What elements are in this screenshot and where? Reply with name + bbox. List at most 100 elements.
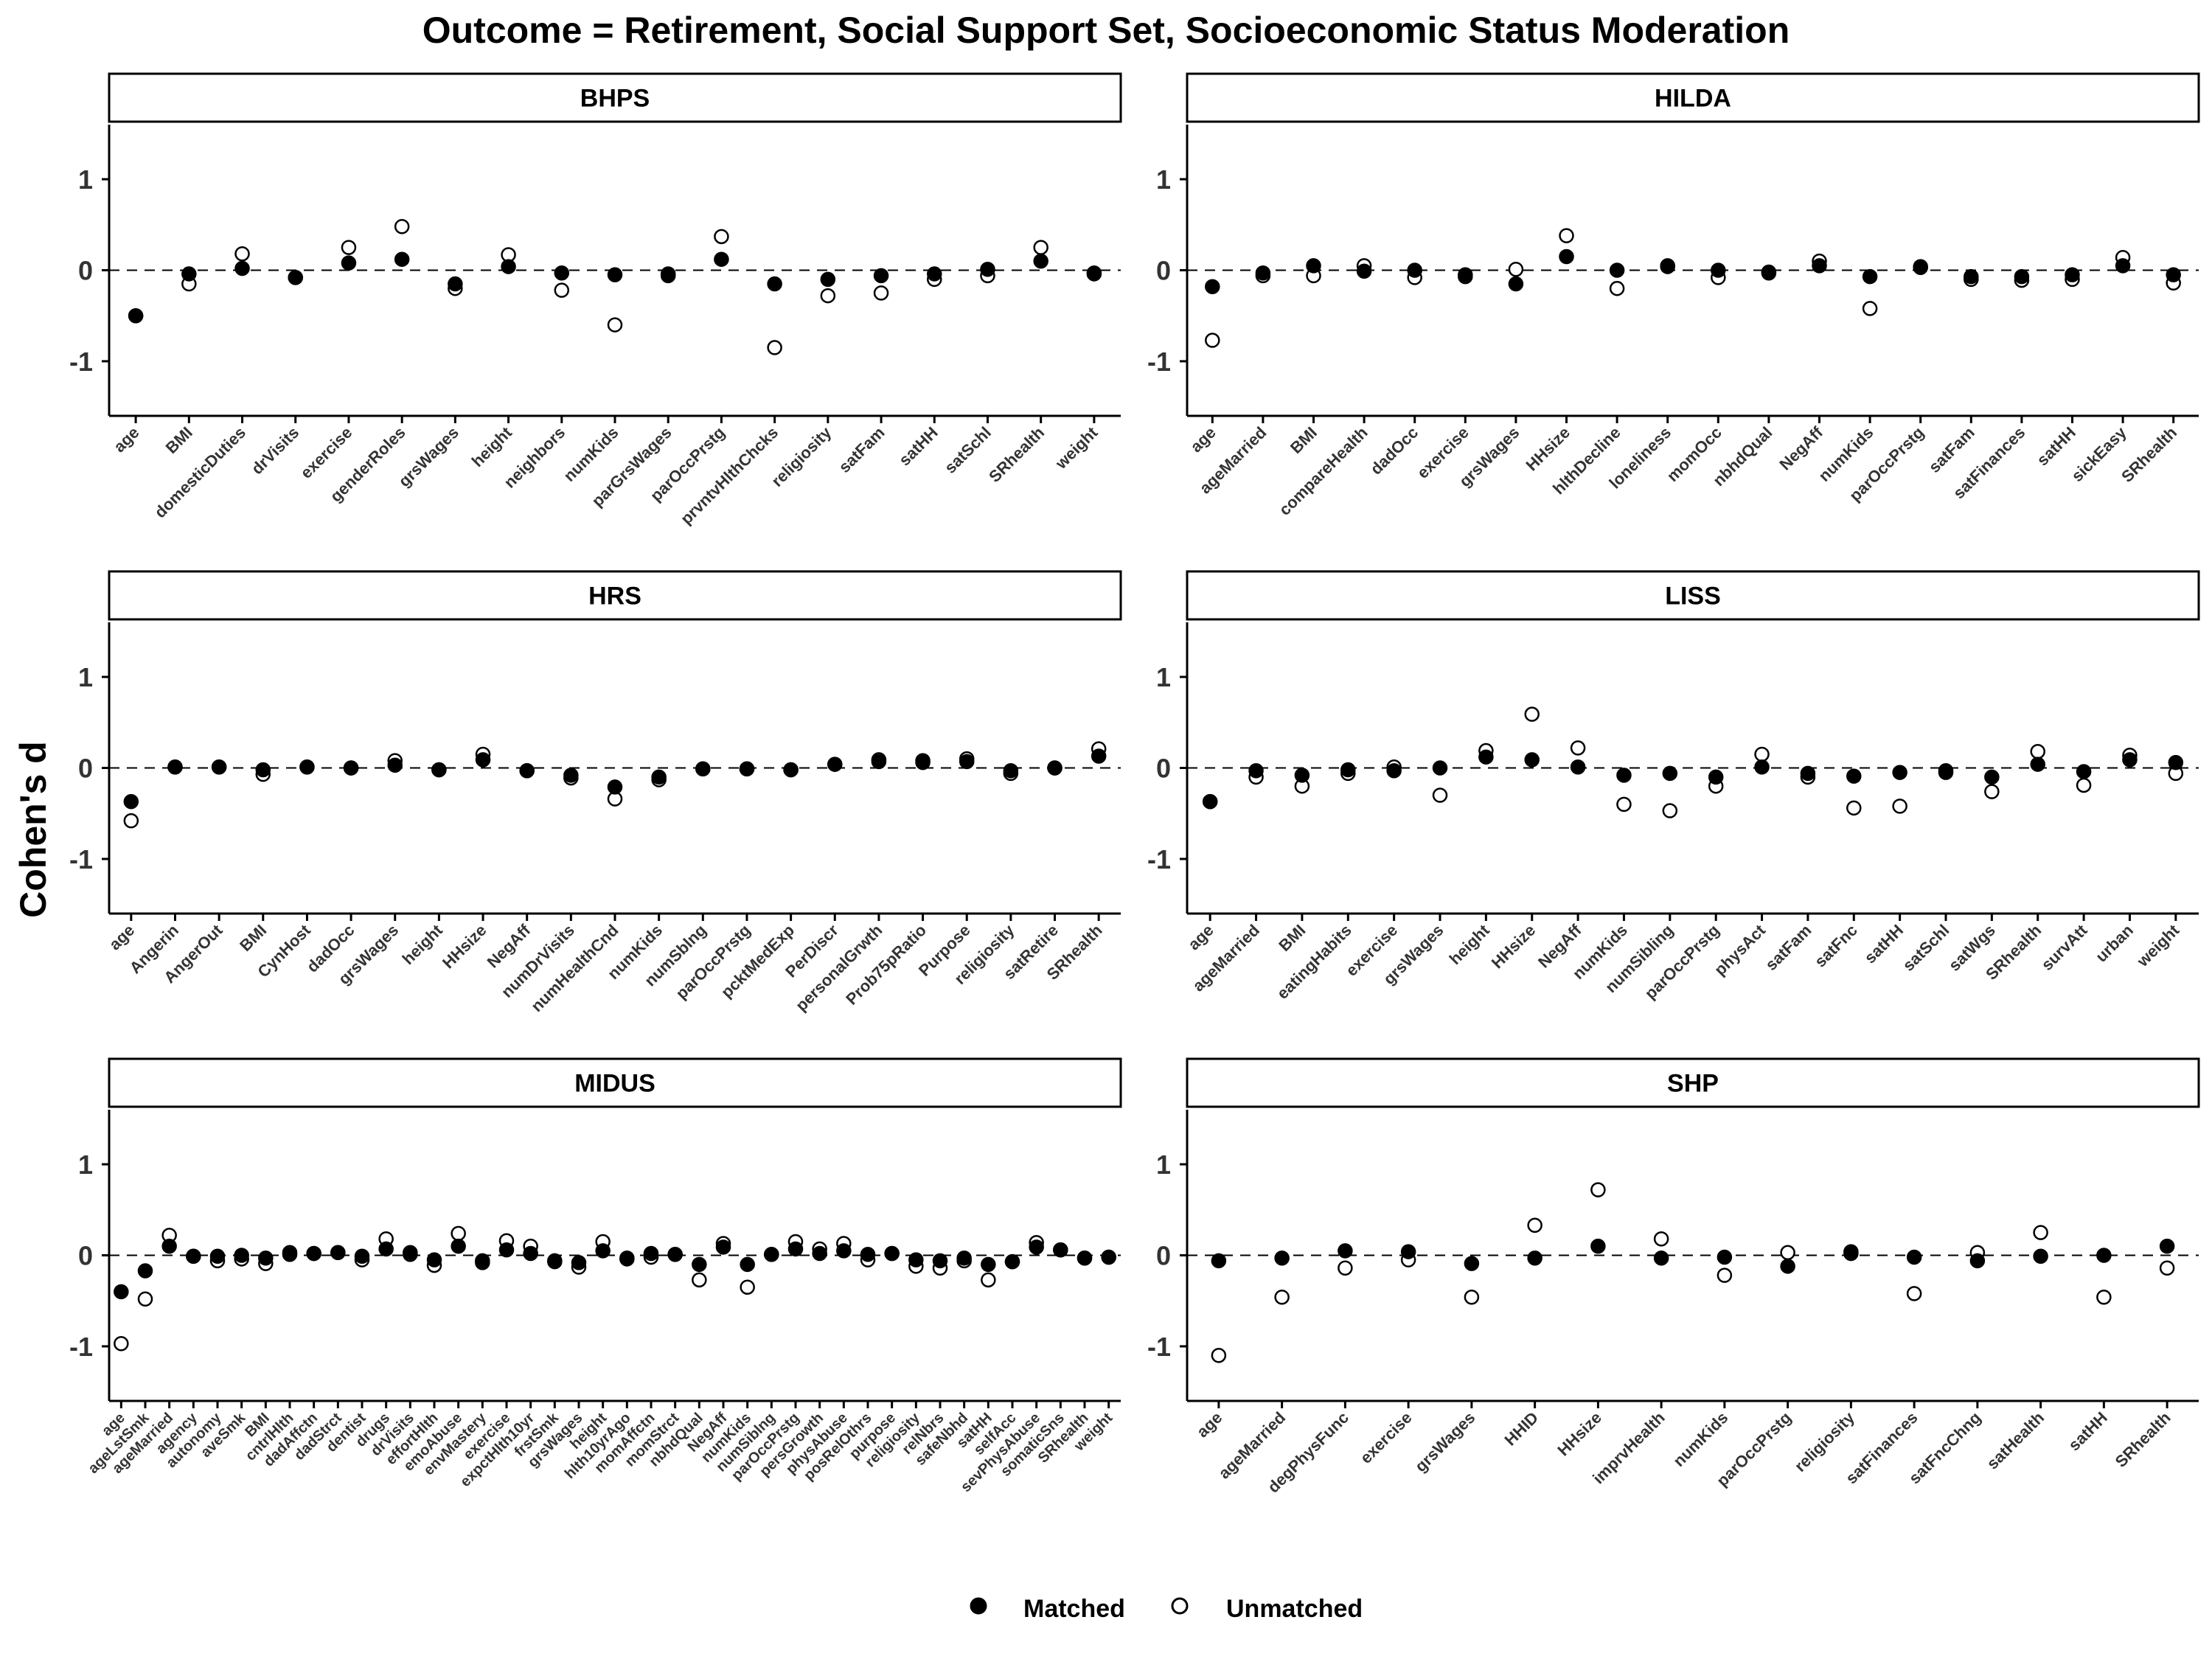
point-matched <box>1255 265 1271 281</box>
x-tick-label: religiosity <box>1791 1408 1859 1475</box>
point-matched <box>1338 1243 1353 1259</box>
point-matched <box>1029 1239 1044 1255</box>
point-matched <box>234 1248 249 1263</box>
point-unmatched <box>767 340 782 355</box>
panel-title: SHP <box>1667 1070 1719 1098</box>
panel-midus: MIDUS10-1ageageLstSmkageMarriedagencyaut… <box>69 1057 1122 1495</box>
point-unmatched <box>451 1225 466 1242</box>
x-tick-label: NegAff <box>1775 422 1826 473</box>
point-matched <box>959 754 975 770</box>
point-matched <box>932 1253 948 1269</box>
point-matched <box>1004 1253 1020 1270</box>
point-unmatched <box>1570 740 1586 756</box>
x-tick-label: grsWages <box>1411 1408 1478 1475</box>
y-tick-label: 1 <box>78 1150 93 1180</box>
x-tick-label: urban <box>2092 921 2137 966</box>
point-matched <box>1508 276 1524 292</box>
point-matched <box>812 1245 827 1262</box>
y-tick-label: 1 <box>78 164 93 195</box>
y-tick-label: -1 <box>69 347 93 377</box>
panel-title: LISS <box>1665 582 1721 611</box>
point-matched <box>2096 1248 2112 1263</box>
x-tick-label: domesticDuties <box>151 423 250 522</box>
point-matched <box>1616 768 1632 783</box>
x-tick-label: height <box>399 920 447 968</box>
point-matched <box>426 1252 442 1267</box>
legend-matched-label: Matched <box>1023 1595 1125 1623</box>
point-unmatched <box>1590 1182 1606 1197</box>
x-tick-label: exercise <box>1357 1408 1416 1467</box>
point-matched <box>255 762 271 778</box>
point-matched <box>1478 749 1494 765</box>
point-matched <box>2122 752 2138 768</box>
point-matched <box>1091 748 1107 764</box>
x-tick-label: HHsize <box>1554 1408 1605 1460</box>
point-matched <box>871 754 887 770</box>
point-unmatched <box>341 240 357 255</box>
x-tick-label: HHsize <box>1488 921 1540 973</box>
x-tick-label: BMI <box>1275 921 1309 955</box>
point-unmatched <box>981 1272 996 1288</box>
point-unmatched <box>1508 262 1524 277</box>
point-matched <box>836 1243 852 1259</box>
point-unmatched <box>114 1335 129 1352</box>
point-unmatched <box>1754 746 1770 762</box>
point-matched <box>1205 279 1220 294</box>
point-matched <box>161 1238 177 1254</box>
x-tick-label: SRhealth <box>2118 423 2180 486</box>
point-matched <box>1464 1256 1480 1271</box>
point-matched <box>1964 268 1979 285</box>
point-matched <box>739 761 755 776</box>
point-unmatched <box>1653 1231 1669 1247</box>
point-unmatched <box>714 229 729 245</box>
point-unmatched <box>2076 777 2092 793</box>
point-matched <box>1660 258 1675 274</box>
point-matched <box>181 266 197 282</box>
x-tick-label: satFnc <box>1811 921 1861 971</box>
x-tick-label: BMI <box>162 423 196 457</box>
point-matched <box>1984 769 2000 785</box>
x-tick-label: satFam <box>835 423 888 476</box>
point-unmatched <box>1524 706 1540 722</box>
point-matched <box>1708 769 1724 785</box>
point-unmatched <box>1464 1290 1480 1305</box>
point-unmatched <box>1892 799 1907 814</box>
point-unmatched <box>740 1279 755 1295</box>
point-matched <box>1754 759 1770 775</box>
point-matched <box>571 1255 587 1270</box>
point-matched <box>1432 760 1448 776</box>
x-tick-label: age <box>110 423 142 456</box>
point-matched <box>915 754 931 771</box>
point-matched <box>1590 1238 1606 1254</box>
y-tick-label: 0 <box>78 256 93 286</box>
x-tick-label: numKids <box>1669 1408 1731 1470</box>
x-tick-label: satHH <box>2033 423 2079 470</box>
point-matched <box>1711 262 1726 278</box>
x-tick-label: HHsize <box>1522 423 1573 475</box>
legend: Matched Unmatched <box>970 1595 1363 1623</box>
point-matched <box>660 266 676 282</box>
point-unmatched <box>2096 1290 2112 1305</box>
point-unmatched <box>137 1291 153 1307</box>
point-matched <box>498 1242 515 1258</box>
x-tick-label: compareHealth <box>1276 423 1371 519</box>
point-unmatched <box>1033 240 1048 255</box>
panel-title: BHPS <box>580 85 650 113</box>
point-unmatched <box>554 282 570 298</box>
point-unmatched <box>1906 1286 1922 1301</box>
x-tick-label: satHealth <box>1983 1408 2048 1473</box>
point-matched <box>343 760 359 776</box>
point-matched <box>1356 263 1372 279</box>
x-tick-label: satFam <box>1761 921 1815 974</box>
point-matched <box>767 276 782 292</box>
panel-strip <box>1186 72 2200 123</box>
point-unmatched <box>1609 280 1625 296</box>
point-unmatched <box>607 317 623 333</box>
point-matched <box>1077 1250 1093 1266</box>
point-matched <box>692 1256 707 1273</box>
x-tick-label: age <box>1184 921 1217 953</box>
point-matched <box>1086 265 1102 281</box>
point-matched <box>1780 1259 1795 1274</box>
